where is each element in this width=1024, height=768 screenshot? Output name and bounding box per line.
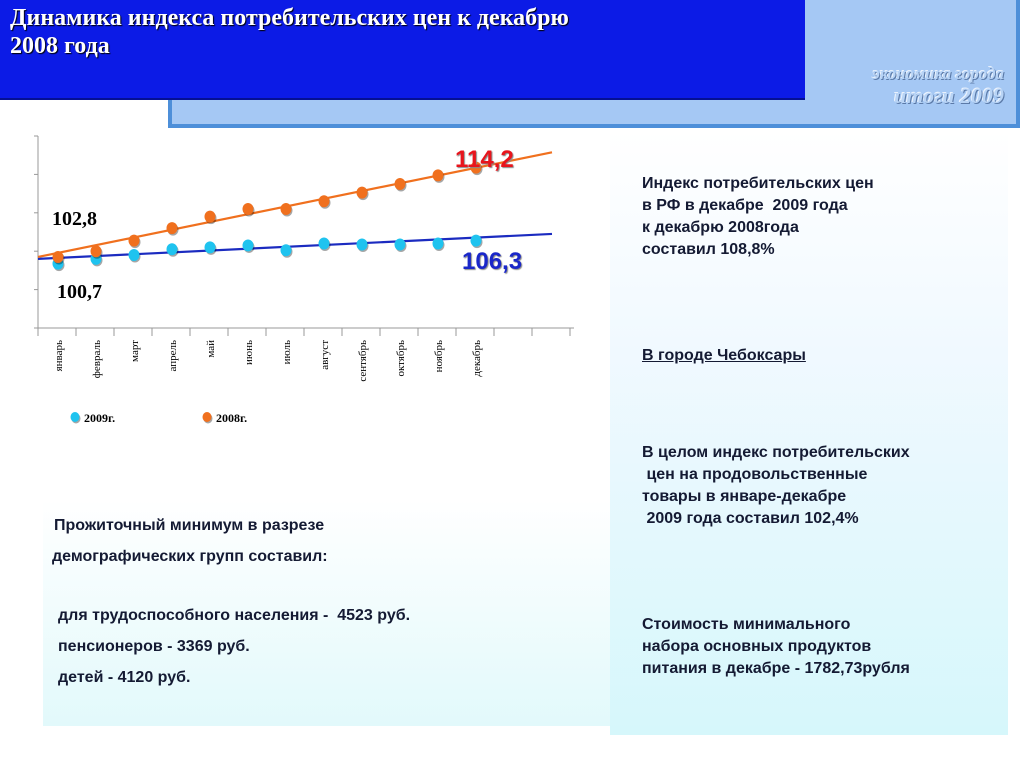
subsistence-pensioners: пенсионеров - 3369 руб. [58,638,250,655]
x-tick-label-2: февраль [91,340,103,378]
legend-marker-2009 [70,412,80,422]
legend-label-2008: 2008г. [216,411,247,425]
point-2009-4 [166,243,178,256]
cpi-chart: январь февраль март апрель май июнь июль август… [34,135,574,425]
x-tick-label-3: март [129,340,141,362]
subsistence-working-age: для трудоспособного населения - 4523 руб… [58,607,411,624]
point-2009-3 [128,249,140,262]
x-tick-label-4: апрель [167,340,179,372]
point-2009-8 [318,237,330,250]
left-info-panel [43,500,610,726]
legend-label-2009: 2009г. [84,411,115,425]
page-title: Динамика индекса потребительских цен к д… [10,5,569,59]
point-2009-6 [242,239,254,252]
x-tick-label-1: январь [53,340,65,371]
city-heading: В городе Чебоксары [642,347,806,364]
trendline-2008 [37,151,553,259]
point-2008-10 [394,178,406,190]
point-2009-11 [432,237,444,250]
annotation-114-2: 114,2 [455,146,514,173]
x-tick-label-9: сентябрь [357,340,369,382]
x-tick-label-12: декабрь [471,340,483,377]
point-2008-11 [432,169,444,182]
point-2008-8 [318,195,330,208]
point-2008-4 [166,222,178,235]
point-2008-3 [128,234,140,247]
subsistence-intro-1: Прожиточный минимум в разрезе [54,517,325,534]
x-tick-label-7: июль [281,340,293,364]
brand-line-1: экономика города [872,64,1004,83]
point-2008-1 [52,250,64,263]
trendline-2009 [37,232,553,260]
point-2008-5 [204,210,216,223]
point-2008-2 [90,245,102,258]
point-2008-6 [242,202,254,215]
point-2008-9 [356,186,368,199]
point-2009-7 [280,244,292,257]
point-2008-7 [280,202,292,215]
brand-line-2: итоги 2009 [894,83,1004,108]
food-basket-text: Стоимость минимального набора основных п… [642,616,910,677]
food-cpi-text: В целом индекс потребительских цен на пр… [642,444,910,527]
annotation-102-8: 102,8 [52,208,97,230]
x-tick-label-5: май [205,340,217,358]
point-2008-12 [470,161,482,174]
annotation-100-7: 100,7 [57,281,102,303]
subsistence-intro-2: демографических групп составил: [52,548,328,565]
brand-logo-text: экономика города итоги 2009 [873,64,1004,108]
point-2009-12 [470,234,482,247]
x-tick-label-8: август [319,340,331,370]
right-info-panel [610,130,1008,735]
rf-cpi-text: Индекс потребительских цен в РФ в декабр… [642,175,874,258]
annotation-106-3: 106,3 [462,248,522,275]
legend-marker-2008 [202,412,212,422]
point-2009-9 [356,238,368,251]
x-tick-label-10: октябрь [395,340,407,377]
header-banner: Динамика индекса потребительских цен к д… [0,0,805,100]
point-2009-10 [394,238,406,251]
point-2009-5 [204,241,216,254]
subsistence-children: детей - 4120 руб. [58,669,191,686]
x-tick-label-11: ноябрь [433,340,445,372]
x-tick-label-6: июнь [243,340,255,365]
